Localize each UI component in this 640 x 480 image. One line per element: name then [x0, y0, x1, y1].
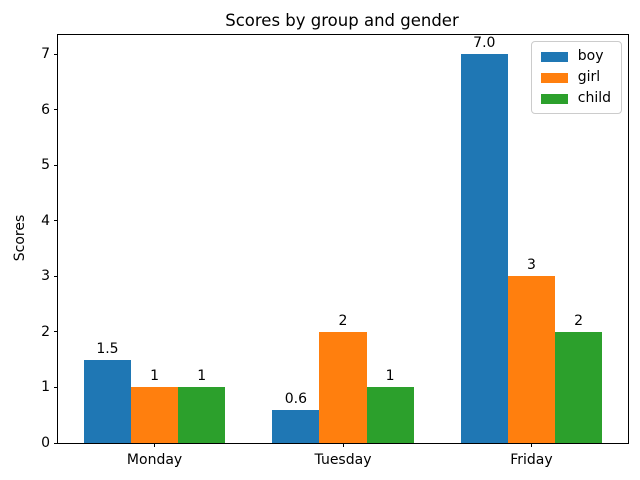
- legend-item-boy: boy: [540, 48, 611, 65]
- y-tick-mark: [54, 275, 58, 277]
- y-tick-label: 2: [41, 323, 50, 340]
- bar-boy-tuesday: [272, 409, 320, 443]
- y-tick-label: 1: [41, 379, 50, 396]
- x-tick-mark: [154, 443, 156, 447]
- chart-title: Scores by group and gender: [225, 11, 459, 30]
- legend-label: child: [577, 90, 611, 106]
- y-tick-label: 0: [41, 435, 50, 451]
- bar-value-label: 1.5: [96, 340, 119, 357]
- y-tick-mark: [54, 109, 58, 111]
- y-tick-label: 6: [41, 101, 50, 118]
- y-tick-mark: [54, 220, 58, 222]
- x-tick-mark: [530, 443, 532, 447]
- bar-girl-tuesday: [319, 331, 367, 443]
- legend-swatch-boy: [540, 51, 568, 62]
- legend-item-child: child: [540, 90, 611, 107]
- bar-boy-monday: [83, 359, 131, 443]
- y-tick-label: 7: [41, 46, 50, 63]
- bar-value-label: 1: [150, 368, 160, 385]
- y-tick-mark: [54, 442, 58, 444]
- bar-child-friday: [554, 331, 603, 443]
- bar-value-label: 3: [526, 257, 536, 274]
- bar-value-label: 1: [197, 368, 207, 385]
- bar-girl-friday: [507, 276, 555, 443]
- bar-girl-monday: [131, 387, 179, 443]
- bar-value-label: 2: [574, 312, 583, 329]
- bar-child-monday: [178, 387, 226, 443]
- x-tick-mark: [342, 443, 344, 447]
- legend-item-girl: girl: [540, 69, 611, 86]
- y-tick-mark: [54, 164, 58, 166]
- x-tick-label: Friday: [510, 452, 553, 468]
- x-tick-label: Tuesday: [314, 452, 372, 468]
- bar-child-tuesday: [366, 387, 414, 443]
- y-tick-label: 3: [41, 268, 50, 285]
- x-tick-label: Monday: [126, 452, 183, 468]
- bar-value-label: 1: [385, 368, 395, 385]
- legend-label: boy: [577, 48, 604, 64]
- legend-swatch-child: [540, 93, 568, 104]
- y-tick-label: 4: [41, 212, 50, 229]
- legend-swatch-girl: [540, 72, 568, 83]
- bar-value-label: 7.0: [473, 35, 496, 52]
- bar-boy-friday: [460, 54, 508, 443]
- legend-label: girl: [577, 69, 601, 85]
- y-tick-mark: [54, 53, 58, 55]
- y-tick-mark: [54, 331, 58, 333]
- bar-value-label: 2: [338, 312, 348, 329]
- y-tick-mark: [54, 386, 58, 388]
- bar-value-label: 0.6: [284, 390, 308, 407]
- y-tick-label: 5: [41, 157, 50, 174]
- legend: boy girl child: [530, 41, 622, 114]
